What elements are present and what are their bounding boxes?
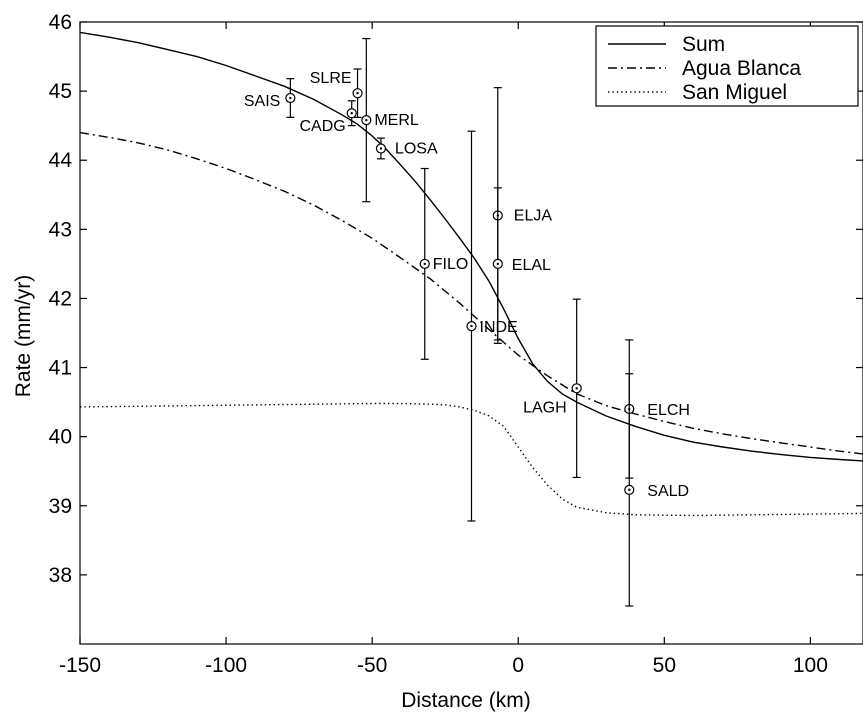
- station-point-center: [575, 387, 578, 390]
- station-point-center: [365, 118, 368, 122]
- y-axis-label: Rate (mm/yr): [12, 275, 35, 398]
- station-label: LOSA: [395, 140, 438, 157]
- series-line-sum: [79, 31, 863, 462]
- legend-entry-agua-blanca: Agua Blanca: [608, 57, 801, 80]
- y-tick-label: 42: [49, 287, 72, 310]
- station-markers: SAIS SLRE CADG MERL LOSA FILO INDE ELJA ELAL LAGH…: [244, 37, 690, 607]
- y-tick-label: 40: [49, 426, 72, 449]
- station-label: SALD: [647, 483, 689, 500]
- axis-ticks: -150 -100 -50 0 50 100 38 39 40 41 42 43 44 45 46: [49, 11, 863, 677]
- station-point-center: [496, 262, 499, 266]
- station-elal: ELAL: [492, 187, 551, 341]
- y-tick-label: 44: [49, 149, 73, 172]
- x-axis-label: Distance (km): [401, 689, 531, 712]
- y-tick-label: 43: [49, 218, 72, 241]
- x-tick-label: 0: [512, 654, 524, 677]
- legend-entry-san-miguel: San Miguel: [608, 81, 787, 104]
- station-point-center: [350, 112, 353, 115]
- station-label: ELCH: [647, 402, 690, 419]
- series-line-san-miguel: [79, 402, 863, 517]
- station-losa: LOSA: [375, 137, 438, 160]
- y-tick-label: 41: [49, 357, 72, 380]
- station-point-center: [356, 91, 359, 95]
- legend-label: Sum: [682, 33, 725, 56]
- station-label: SAIS: [244, 93, 280, 110]
- station-label: INDE: [480, 319, 518, 336]
- station-label: CADG: [299, 118, 345, 135]
- station-label: ELJA: [514, 208, 553, 225]
- legend-entry-sum: Sum: [608, 33, 725, 56]
- station-label: ELAL: [512, 257, 551, 274]
- station-label: FILO: [433, 256, 469, 273]
- station-label: LAGH: [523, 399, 567, 416]
- y-tick-label: 46: [49, 11, 72, 34]
- station-sald: SALD: [624, 373, 689, 607]
- station-merl: MERL: [361, 37, 419, 203]
- model-curves: [79, 31, 863, 517]
- x-tick-label: -150: [59, 654, 101, 677]
- x-tick-label: -50: [357, 654, 387, 677]
- x-tick-label: 50: [653, 654, 676, 677]
- station-point-center: [628, 488, 631, 492]
- station-label: MERL: [374, 112, 419, 129]
- legend-label: San Miguel: [682, 81, 787, 104]
- x-tick-label: 100: [793, 654, 828, 677]
- series-line-agua-blanca: [79, 131, 863, 455]
- station-point-center: [379, 147, 383, 150]
- legend-label: Agua Blanca: [682, 57, 801, 80]
- station-point-center: [470, 324, 473, 328]
- station-lagh: LAGH: [523, 298, 582, 479]
- y-tick-label: 45: [49, 80, 72, 103]
- y-tick-label: 38: [49, 564, 72, 587]
- station-sais: SAIS: [244, 78, 296, 118]
- station-cadg: CADG: [299, 100, 357, 135]
- station-label: SLRE: [310, 70, 352, 87]
- station-slre: SLRE: [310, 68, 363, 118]
- y-tick-label: 39: [49, 495, 72, 518]
- station-point-center: [289, 96, 292, 100]
- x-tick-label: -100: [205, 654, 247, 677]
- station-point-center: [423, 262, 426, 266]
- station-filo: FILO: [419, 167, 469, 360]
- station-inde: INDE: [466, 130, 518, 522]
- plot-frame: [79, 21, 863, 645]
